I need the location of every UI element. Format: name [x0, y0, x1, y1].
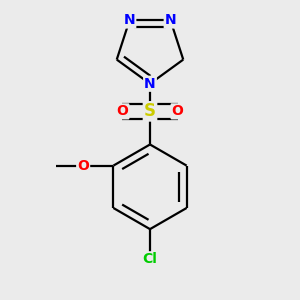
Text: N: N — [124, 14, 135, 28]
Text: O: O — [77, 159, 89, 172]
Text: S: S — [144, 102, 156, 120]
Text: N: N — [165, 14, 176, 28]
Text: O: O — [172, 104, 184, 118]
Text: Cl: Cl — [142, 252, 158, 266]
Text: N: N — [144, 77, 156, 91]
Text: O: O — [116, 104, 128, 118]
